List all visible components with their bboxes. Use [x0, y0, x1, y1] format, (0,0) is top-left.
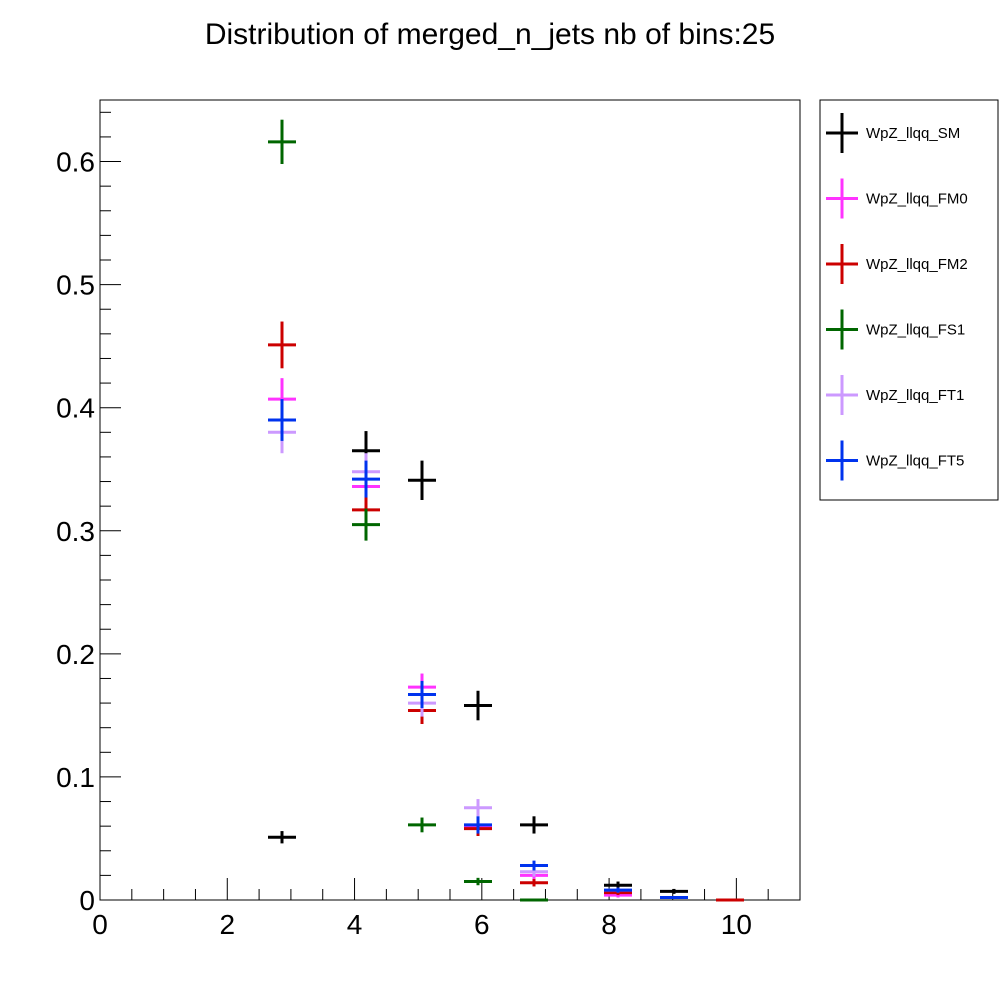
- axes: 0 2 4 6 8 10 0 0.1 0.2 0.3 0.4 0.5 0.6: [56, 111, 769, 940]
- series-WpZ_llqq_FS1: [268, 119, 548, 902]
- legend-label: WpZ_llqq_FT5: [866, 453, 964, 470]
- data-point: [464, 877, 492, 886]
- legend-label: WpZ_llqq_FS1: [866, 322, 965, 339]
- legend-entry: WpZ_llqq_FT1: [826, 375, 964, 415]
- data-point: [604, 887, 632, 893]
- y-tick-label: 0: [79, 885, 95, 916]
- data-point: [520, 879, 548, 887]
- legend-label: WpZ_llqq_SM: [866, 125, 960, 142]
- data-point: [464, 799, 492, 817]
- data-point: [408, 460, 436, 500]
- data-point: [268, 399, 296, 441]
- data-point: [660, 896, 688, 900]
- data-point: [408, 817, 436, 833]
- series-WpZ_llqq_SM: [268, 431, 688, 894]
- x-tick-label: 2: [219, 909, 235, 940]
- y-tick-label: 0.5: [56, 270, 95, 301]
- x-tick-label: 4: [347, 909, 363, 940]
- legend-entry: WpZ_llqq_FT5: [826, 440, 964, 481]
- data-point: [520, 860, 548, 871]
- legend-entry: WpZ_llqq_SM: [826, 113, 960, 153]
- x-tick-label: 8: [601, 909, 617, 940]
- data-marks: [268, 119, 744, 902]
- x-tick-label: 6: [474, 909, 490, 940]
- data-point: [352, 508, 380, 541]
- data-point: [660, 888, 688, 894]
- data-point: [268, 321, 296, 369]
- y-tick-label: 0.3: [56, 516, 95, 547]
- data-point: [464, 690, 492, 721]
- legend-box: [819, 99, 999, 501]
- y-tick-label: 0.6: [56, 147, 95, 178]
- data-point: [268, 831, 296, 844]
- x-tick-label: 0: [92, 909, 108, 940]
- data-point: [464, 816, 492, 834]
- legend-label: WpZ_llqq_FT1: [866, 387, 964, 404]
- y-tick-label: 0.1: [56, 762, 95, 793]
- legend-entry: WpZ_llqq_FS1: [826, 309, 965, 350]
- legend-label: WpZ_llqq_FM2: [866, 256, 968, 273]
- data-point: [520, 898, 548, 902]
- legend: WpZ_llqq_SM WpZ_llqq_FM0 WpZ_llqq_FM2 WpZ_l…: [819, 99, 999, 501]
- chart-title: Distribution of merged_n_jets nb of bins…: [205, 18, 775, 51]
- y-tick-label: 0.4: [56, 393, 95, 424]
- data-point: [520, 816, 548, 834]
- legend-entry: WpZ_llqq_FM2: [826, 244, 968, 284]
- x-tick-label: 10: [721, 909, 752, 940]
- data-point: [352, 460, 380, 498]
- legend-entry: WpZ_llqq_FM0: [826, 178, 968, 219]
- legend-label: WpZ_llqq_FM0: [866, 191, 968, 208]
- y-tick-label: 0.2: [56, 639, 95, 670]
- data-point: [268, 119, 296, 164]
- data-point: [716, 898, 744, 902]
- series-WpZ_llqq_FT5: [268, 399, 688, 900]
- data-point: [408, 680, 436, 708]
